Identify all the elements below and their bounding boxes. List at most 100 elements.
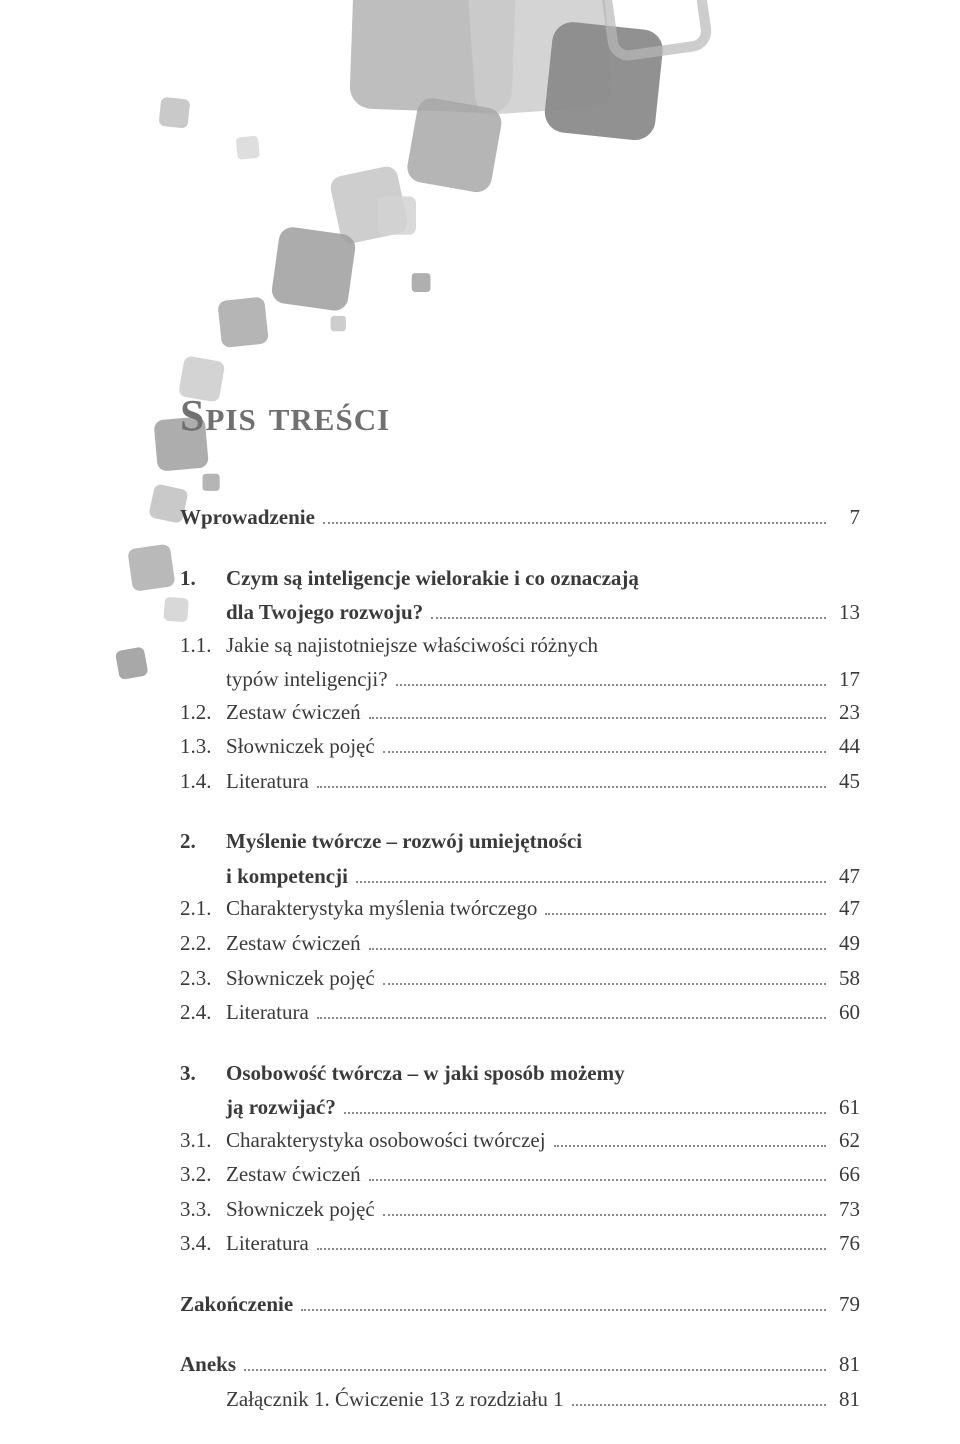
toc-dots bbox=[317, 1248, 826, 1250]
toc-label: Osobowość twórcza – w jaki sposób możemy bbox=[226, 1057, 629, 1090]
toc-label: Myślenie twórcze – rozwój umiejętności bbox=[226, 825, 586, 858]
toc-page: 79 bbox=[830, 1288, 860, 1321]
toc-row-s3-cont: ją rozwijać? 61 bbox=[226, 1091, 860, 1124]
toc-page: 76 bbox=[830, 1227, 860, 1260]
toc-num: 3. bbox=[180, 1057, 226, 1090]
toc-dots bbox=[396, 684, 826, 686]
toc-dots bbox=[317, 786, 826, 788]
toc-dots bbox=[301, 1309, 826, 1311]
toc-num: 2.2. bbox=[180, 927, 226, 960]
toc-dots bbox=[369, 717, 826, 719]
toc-label: Zestaw ćwiczeń bbox=[226, 696, 365, 729]
toc-sub-row: 1.1.Jakie są najistotniejsze właściwości… bbox=[180, 629, 860, 662]
toc-label: Zestaw ćwiczeń bbox=[226, 927, 365, 960]
toc-page: 60 bbox=[830, 996, 860, 1029]
toc-dots bbox=[383, 983, 826, 985]
toc-label: typów inteligencji? bbox=[226, 663, 392, 696]
toc-page: 58 bbox=[830, 962, 860, 995]
toc-num: 1.2. bbox=[180, 696, 226, 729]
toc-label: Charakterystyka osobowości twórczej bbox=[226, 1124, 550, 1157]
toc-num: 2.1. bbox=[180, 892, 226, 925]
toc-page: 47 bbox=[830, 892, 860, 925]
toc-sub-row: 3.2.Zestaw ćwiczeń 66 bbox=[180, 1158, 860, 1191]
toc-row-s1-cont: dla Twojego rozwoju? 13 bbox=[226, 596, 860, 629]
toc-sub-row: 2.4.Literatura 60 bbox=[180, 996, 860, 1029]
toc-num: 3.3. bbox=[180, 1193, 226, 1226]
toc-num: 2.3. bbox=[180, 962, 226, 995]
toc-page: 47 bbox=[830, 860, 860, 893]
toc-page: 61 bbox=[830, 1091, 860, 1124]
toc-sub-row: 2.3.Słowniczek pojęć 58 bbox=[180, 962, 860, 995]
toc-page: 81 bbox=[830, 1348, 860, 1381]
table-of-contents: Wprowadzenie 7 1. Czym są inteligencje w… bbox=[180, 501, 860, 1416]
toc-label: Słowniczek pojęć bbox=[226, 730, 379, 763]
toc-num: 3.2. bbox=[180, 1158, 226, 1191]
page-title: Spis treści bbox=[180, 390, 860, 441]
toc-row-s1: 1. Czym są inteligencje wielorakie i co … bbox=[180, 562, 860, 595]
toc-dots bbox=[383, 1214, 826, 1216]
toc-label: Charakterystyka myślenia twórczego bbox=[226, 892, 541, 925]
toc-page: 13 bbox=[830, 596, 860, 629]
toc-sub-row: 1.4.Literatura 45 bbox=[180, 765, 860, 798]
toc-num: 2.4. bbox=[180, 996, 226, 1029]
toc-row-annex: Aneks 81 bbox=[180, 1348, 860, 1381]
toc-num: 1.4. bbox=[180, 765, 226, 798]
toc-dots bbox=[369, 1179, 826, 1181]
toc-sub-row: 3.4.Literatura 76 bbox=[180, 1227, 860, 1260]
toc-page: 62 bbox=[830, 1124, 860, 1157]
toc-sub-row: 1.2.Zestaw ćwiczeń 23 bbox=[180, 696, 860, 729]
page-content: Spis treści Wprowadzenie 7 1. Czym są in… bbox=[180, 390, 860, 1444]
toc-row-s3: 3. Osobowość twórcza – w jaki sposób moż… bbox=[180, 1057, 860, 1090]
toc-label: Załącznik 1. Ćwiczenie 13 z rozdziału 1 bbox=[226, 1383, 568, 1416]
toc-page: 49 bbox=[830, 927, 860, 960]
toc-label: Aneks bbox=[180, 1348, 240, 1381]
toc-row-s2-cont: i kompetencji 47 bbox=[226, 860, 860, 893]
toc-dots bbox=[323, 522, 826, 524]
toc-label: Czym są inteligencje wielorakie i co ozn… bbox=[226, 562, 643, 595]
toc-label: Zakończenie bbox=[180, 1288, 297, 1321]
toc-label: Zestaw ćwiczeń bbox=[226, 1158, 365, 1191]
toc-dots bbox=[244, 1369, 826, 1371]
toc-dots bbox=[356, 881, 826, 883]
toc-page: 73 bbox=[830, 1193, 860, 1226]
toc-num: 2. bbox=[180, 825, 226, 858]
toc-page: 17 bbox=[830, 663, 860, 696]
toc-label: ją rozwijać? bbox=[226, 1091, 340, 1124]
toc-dots bbox=[545, 913, 826, 915]
toc-page: 23 bbox=[830, 696, 860, 729]
toc-page: 66 bbox=[830, 1158, 860, 1191]
toc-num: 1.1. bbox=[180, 629, 226, 662]
toc-dots bbox=[572, 1404, 826, 1406]
toc-label: Słowniczek pojęć bbox=[226, 1193, 379, 1226]
toc-sub-row-cont: typów inteligencji? 17 bbox=[226, 663, 860, 696]
toc-sub-row: 3.1.Charakterystyka osobowości twórczej6… bbox=[180, 1124, 860, 1157]
toc-sub-row: 2.1.Charakterystyka myślenia twórczego 47 bbox=[180, 892, 860, 925]
toc-dots bbox=[317, 1017, 826, 1019]
toc-sub-row: 2.2.Zestaw ćwiczeń 49 bbox=[180, 927, 860, 960]
toc-dots bbox=[431, 617, 826, 619]
toc-num: 3.4. bbox=[180, 1227, 226, 1260]
toc-num: 1. bbox=[180, 562, 226, 595]
toc-dots bbox=[344, 1112, 826, 1114]
toc-label: Literatura bbox=[226, 996, 313, 1029]
toc-label: Słowniczek pojęć bbox=[226, 962, 379, 995]
toc-sub-row: 1.3.Słowniczek pojęć 44 bbox=[180, 730, 860, 763]
toc-sub-row: Załącznik 1. Ćwiczenie 13 z rozdziału 1 8… bbox=[226, 1383, 860, 1416]
toc-sub-row: 3.3.Słowniczek pojęć 73 bbox=[180, 1193, 860, 1226]
toc-num: 1.3. bbox=[180, 730, 226, 763]
toc-label: Jakie są najistotniejsze właściwości róż… bbox=[226, 629, 602, 662]
toc-label: i kompetencji bbox=[226, 860, 352, 893]
toc-dots bbox=[554, 1145, 826, 1147]
toc-label: dla Twojego rozwoju? bbox=[226, 596, 427, 629]
toc-label: Wprowadzenie bbox=[180, 501, 319, 534]
toc-row-end: Zakończenie 79 bbox=[180, 1288, 860, 1321]
toc-row-s2: 2. Myślenie twórcze – rozwój umiejętnośc… bbox=[180, 825, 860, 858]
toc-label: Literatura bbox=[226, 1227, 313, 1260]
toc-dots bbox=[369, 948, 826, 950]
toc-row-intro: Wprowadzenie 7 bbox=[180, 501, 860, 534]
toc-page: 45 bbox=[830, 765, 860, 798]
toc-page: 44 bbox=[830, 730, 860, 763]
toc-label: Literatura bbox=[226, 765, 313, 798]
toc-page: 81 bbox=[830, 1383, 860, 1416]
toc-page: 7 bbox=[830, 501, 860, 534]
